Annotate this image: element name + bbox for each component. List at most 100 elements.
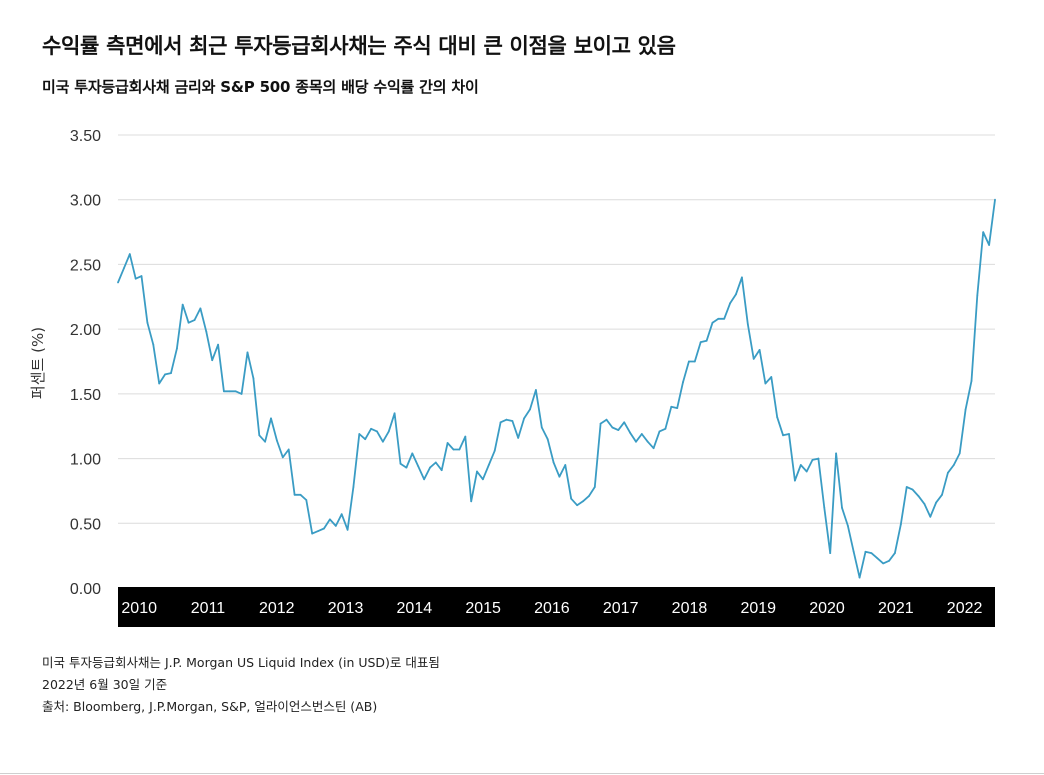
data-point bbox=[682, 381, 684, 384]
data-point bbox=[193, 319, 196, 321]
data-point bbox=[605, 418, 608, 421]
x-tick-label: 2015 bbox=[465, 600, 501, 617]
data-point bbox=[693, 360, 696, 363]
data-point bbox=[140, 275, 143, 277]
data-point bbox=[152, 343, 155, 346]
data-point bbox=[917, 495, 920, 497]
data-point bbox=[393, 412, 396, 415]
data-point bbox=[676, 407, 679, 409]
data-point bbox=[540, 426, 543, 429]
data-point bbox=[564, 464, 567, 466]
data-point bbox=[470, 500, 473, 503]
data-point bbox=[176, 347, 178, 350]
data-point bbox=[205, 330, 208, 333]
data-point bbox=[134, 277, 137, 280]
data-point bbox=[764, 382, 767, 385]
data-point bbox=[423, 478, 425, 481]
bottom-divider bbox=[0, 773, 1044, 774]
series-line bbox=[117, 199, 996, 579]
data-point bbox=[558, 475, 561, 478]
data-point bbox=[911, 488, 914, 491]
data-point bbox=[211, 359, 214, 362]
chart-subtitle: 미국 투자등급회사채 금리와 S&P 500 종목의 배당 수익률 간의 차이 bbox=[42, 78, 479, 96]
data-point bbox=[935, 501, 937, 504]
y-tick-label: 1.50 bbox=[70, 387, 101, 404]
data-point bbox=[970, 380, 973, 382]
y-tick-label: 0.50 bbox=[70, 516, 101, 533]
data-point bbox=[287, 448, 290, 451]
data-point bbox=[464, 435, 467, 438]
data-point bbox=[717, 317, 720, 320]
data-point bbox=[988, 244, 990, 246]
y-tick-label: 3.00 bbox=[70, 193, 101, 210]
data-point bbox=[882, 562, 885, 565]
data-point bbox=[293, 493, 296, 496]
data-point bbox=[382, 440, 384, 443]
data-point bbox=[835, 452, 837, 455]
data-point bbox=[817, 457, 820, 460]
data-point bbox=[658, 430, 661, 433]
data-point bbox=[923, 503, 926, 505]
data-point bbox=[434, 461, 437, 464]
data-point bbox=[358, 433, 361, 435]
gridlines bbox=[118, 134, 995, 524]
data-point bbox=[346, 528, 349, 531]
data-point bbox=[329, 518, 331, 521]
data-point bbox=[599, 422, 602, 425]
data-point bbox=[593, 486, 596, 488]
data-point bbox=[941, 493, 943, 496]
data-point bbox=[735, 293, 737, 296]
x-tick-label: 2022 bbox=[947, 600, 983, 617]
data-point bbox=[523, 417, 525, 420]
data-point bbox=[729, 302, 731, 305]
data-point bbox=[387, 430, 390, 433]
data-point bbox=[123, 267, 125, 270]
data-point bbox=[876, 557, 879, 560]
x-tick-label: 2013 bbox=[328, 600, 364, 617]
data-point bbox=[546, 438, 549, 441]
data-point bbox=[276, 439, 278, 442]
data-point bbox=[652, 447, 655, 450]
data-point bbox=[246, 351, 249, 354]
data-point bbox=[976, 294, 979, 297]
x-tick-label: 2011 bbox=[191, 600, 226, 617]
data-point bbox=[228, 390, 231, 393]
x-tick-label: 2014 bbox=[397, 600, 433, 617]
data-point bbox=[252, 377, 255, 380]
data-point bbox=[364, 438, 367, 441]
data-point bbox=[158, 382, 161, 385]
data-point bbox=[370, 427, 372, 430]
data-point bbox=[264, 440, 266, 443]
x-tick-label: 2019 bbox=[740, 600, 776, 617]
data-point bbox=[752, 358, 755, 360]
footnote-date: 2022년 6월 30일 기준 bbox=[42, 677, 168, 692]
data-point bbox=[640, 433, 643, 435]
data-point bbox=[582, 500, 584, 503]
data-point bbox=[776, 416, 779, 419]
x-tick-label: 2012 bbox=[259, 600, 295, 617]
data-point bbox=[994, 198, 996, 201]
data-point bbox=[670, 405, 673, 408]
data-point bbox=[829, 552, 832, 554]
y-axis-label: 퍼센트 (%) bbox=[29, 327, 47, 399]
data-point bbox=[234, 390, 237, 393]
data-point bbox=[299, 493, 302, 496]
data-point bbox=[646, 440, 649, 443]
data-point bbox=[458, 448, 461, 451]
data-point bbox=[258, 434, 261, 437]
data-point bbox=[334, 525, 337, 527]
data-point bbox=[217, 343, 220, 346]
data-point bbox=[711, 321, 714, 324]
x-axis-ticks: 2010 2011 2012 2013 2014 2015 2016 2017 2018 2019… bbox=[121, 600, 982, 617]
data-point bbox=[311, 532, 314, 535]
data-point bbox=[117, 281, 119, 284]
data-point bbox=[576, 504, 578, 507]
data-point bbox=[411, 452, 414, 455]
data-point bbox=[317, 530, 319, 532]
data-point bbox=[617, 429, 620, 431]
y-tick-label: 2.50 bbox=[70, 257, 101, 274]
data-point bbox=[146, 321, 149, 324]
data-point bbox=[746, 323, 749, 325]
data-point bbox=[623, 421, 626, 424]
data-point bbox=[664, 427, 667, 430]
